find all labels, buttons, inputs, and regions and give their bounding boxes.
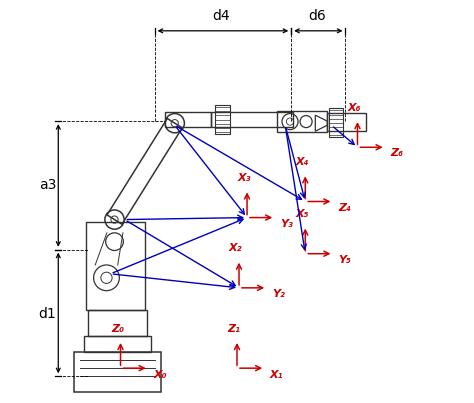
Bar bbox=[89, 310, 146, 336]
Bar bbox=[328, 108, 343, 137]
Text: X₂: X₂ bbox=[229, 243, 243, 253]
Bar bbox=[86, 222, 145, 310]
Text: X₆: X₆ bbox=[347, 103, 361, 113]
Text: Z₁: Z₁ bbox=[228, 324, 240, 334]
Text: d1: d1 bbox=[38, 307, 56, 321]
Text: Y₅: Y₅ bbox=[338, 255, 351, 265]
Text: Y₃: Y₃ bbox=[280, 218, 293, 229]
Bar bbox=[277, 111, 328, 133]
Text: Z₄: Z₄ bbox=[338, 203, 351, 212]
Text: d6: d6 bbox=[309, 9, 326, 23]
Text: X₃: X₃ bbox=[237, 173, 251, 183]
Bar bbox=[74, 352, 161, 392]
Bar bbox=[211, 112, 293, 127]
Text: X₄: X₄ bbox=[295, 157, 309, 167]
Text: Z₆: Z₆ bbox=[391, 148, 403, 158]
Text: Y₂: Y₂ bbox=[272, 289, 285, 299]
Text: Z₀: Z₀ bbox=[111, 324, 124, 334]
Bar bbox=[84, 336, 151, 352]
Bar bbox=[328, 113, 365, 131]
Text: X₅: X₅ bbox=[295, 209, 309, 219]
Text: d4: d4 bbox=[212, 9, 230, 23]
Bar bbox=[215, 105, 230, 134]
Bar bbox=[164, 112, 211, 127]
Text: a3: a3 bbox=[39, 179, 56, 193]
Text: X₀: X₀ bbox=[153, 370, 167, 380]
Text: X₁: X₁ bbox=[270, 370, 283, 380]
